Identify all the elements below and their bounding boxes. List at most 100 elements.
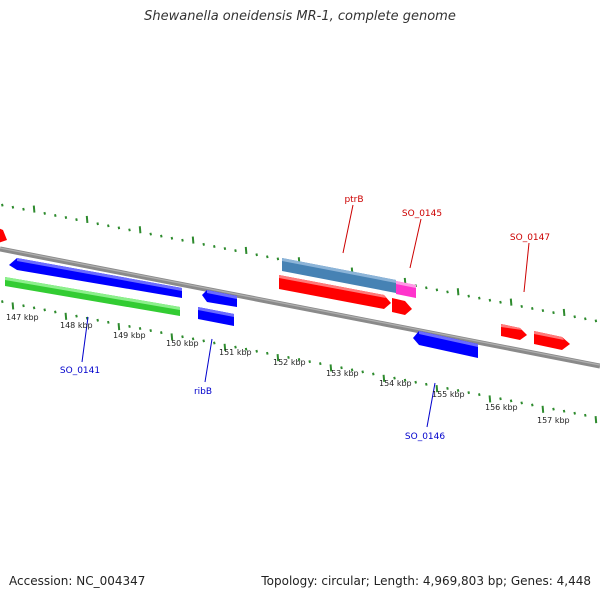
minor-tick (149, 329, 152, 333)
scale-label: 147 kbp (6, 313, 39, 322)
so0147-leader-line (523, 242, 530, 293)
gene-label-so0145[interactable]: SO_0145 (402, 209, 442, 219)
minor-tick (414, 380, 417, 384)
minor-tick (1, 203, 4, 207)
major-tick (64, 312, 68, 320)
minor-tick (117, 226, 121, 230)
minor-tick (456, 389, 460, 393)
minor-tick (202, 242, 205, 246)
major-tick (85, 215, 89, 224)
minor-tick (75, 218, 78, 222)
scale-label: 150 kbp (166, 339, 199, 348)
minor-tick (276, 257, 280, 261)
gene-so0141-arrow[interactable] (9, 258, 182, 298)
minor-tick (202, 339, 205, 343)
major-tick (509, 298, 513, 306)
minor-tick (11, 205, 15, 209)
major-tick (244, 246, 248, 255)
scale-label: 148 kbp (60, 321, 93, 330)
label-leader-lines (81, 204, 530, 428)
minor-tick (1, 300, 4, 304)
minor-tick (181, 335, 184, 339)
gene-ribB-small-arrow[interactable] (202, 290, 237, 307)
minor-tick (223, 247, 227, 251)
minor-tick (160, 331, 163, 335)
accession-label: Accession: NC_004347 (9, 574, 146, 588)
forward-gene-right-arrow[interactable] (534, 331, 570, 350)
scale-label: 153 kbp (326, 369, 359, 378)
minor-tick (75, 314, 78, 318)
minor-tick (96, 318, 99, 322)
gene-ptrB-bar[interactable] (282, 258, 396, 293)
major-tick (170, 333, 174, 341)
minor-tick (213, 244, 216, 248)
so0145-leader-line (409, 218, 422, 269)
minor-tick (499, 397, 502, 401)
major-tick (223, 343, 227, 351)
forward-gene-short-arrow[interactable] (392, 298, 412, 315)
scale-label: 149 kbp (113, 331, 146, 340)
minor-tick (435, 288, 439, 292)
minor-tick (531, 307, 534, 310)
minor-tick (584, 317, 587, 321)
minor-tick (573, 411, 576, 415)
minor-tick (96, 222, 99, 226)
minor-tick (552, 407, 555, 411)
major-tick (276, 354, 280, 362)
minor-tick (54, 213, 57, 217)
minor-tick (160, 234, 163, 238)
minor-tick (138, 327, 142, 330)
gene-labels: ptrB SO_0145 SO_0147 SO_0141 ribB SO_014… (60, 195, 550, 442)
minor-tick (308, 360, 311, 364)
scale-label: 155 kbp (432, 390, 465, 399)
minor-tick (128, 228, 131, 232)
minor-tick (255, 253, 258, 257)
minor-tick (467, 294, 470, 298)
minor-tick (541, 309, 545, 313)
rna-feature-arrow[interactable] (5, 277, 180, 316)
gene-so0147-arrow[interactable] (501, 324, 527, 340)
gene-label-so0147[interactable]: SO_0147 (510, 233, 550, 243)
forward-gene-long-arrow[interactable] (279, 275, 391, 309)
minor-tick (22, 304, 25, 308)
scale-label: 157 kbp (537, 416, 570, 425)
gene-so0146-arrow[interactable] (413, 331, 478, 358)
forward-gene-arrow[interactable] (0, 228, 7, 243)
gene-label-so0141[interactable]: SO_0141 (60, 366, 100, 376)
genome-stats-label: Topology: circular; Length: 4,969,803 bp… (261, 574, 591, 588)
minor-tick (509, 399, 513, 403)
scale-label: 156 kbp (485, 403, 518, 412)
minor-tick (287, 355, 290, 359)
gene-ribB-arrow[interactable] (198, 307, 234, 326)
so0146-leader-line (426, 382, 436, 428)
minor-tick (234, 345, 237, 349)
minor-tick (446, 290, 449, 294)
major-tick (456, 288, 460, 296)
minor-tick (350, 368, 354, 372)
minor-tick (32, 306, 36, 310)
feature-track (0, 228, 570, 358)
gene-label-so0146[interactable]: SO_0146 (405, 432, 445, 442)
minor-tick (22, 207, 25, 211)
gene-so0145-bar[interactable] (396, 281, 416, 298)
minor-tick (107, 320, 110, 324)
minor-tick (594, 319, 598, 323)
gene-label-ribB[interactable]: ribB (194, 387, 212, 397)
so0141-leader-line (81, 316, 89, 363)
minor-tick (520, 401, 523, 405)
scale-labels: 147 kbp 148 kbp 149 kbp 150 kbp 151 kbp … (6, 313, 570, 425)
minor-tick (266, 351, 269, 355)
minor-tick (255, 349, 258, 353)
minor-tick (361, 370, 364, 374)
inner-tick-track (1, 300, 598, 424)
minor-tick (403, 378, 407, 382)
minor-tick (340, 366, 343, 370)
minor-tick (43, 211, 46, 215)
gene-label-ptrB[interactable]: ptrB (344, 195, 363, 205)
ribB-leader-line (204, 338, 213, 383)
major-tick (562, 308, 566, 317)
minor-tick (478, 296, 481, 300)
scale-label: 151 kbp (219, 348, 252, 357)
minor-tick (446, 386, 449, 390)
